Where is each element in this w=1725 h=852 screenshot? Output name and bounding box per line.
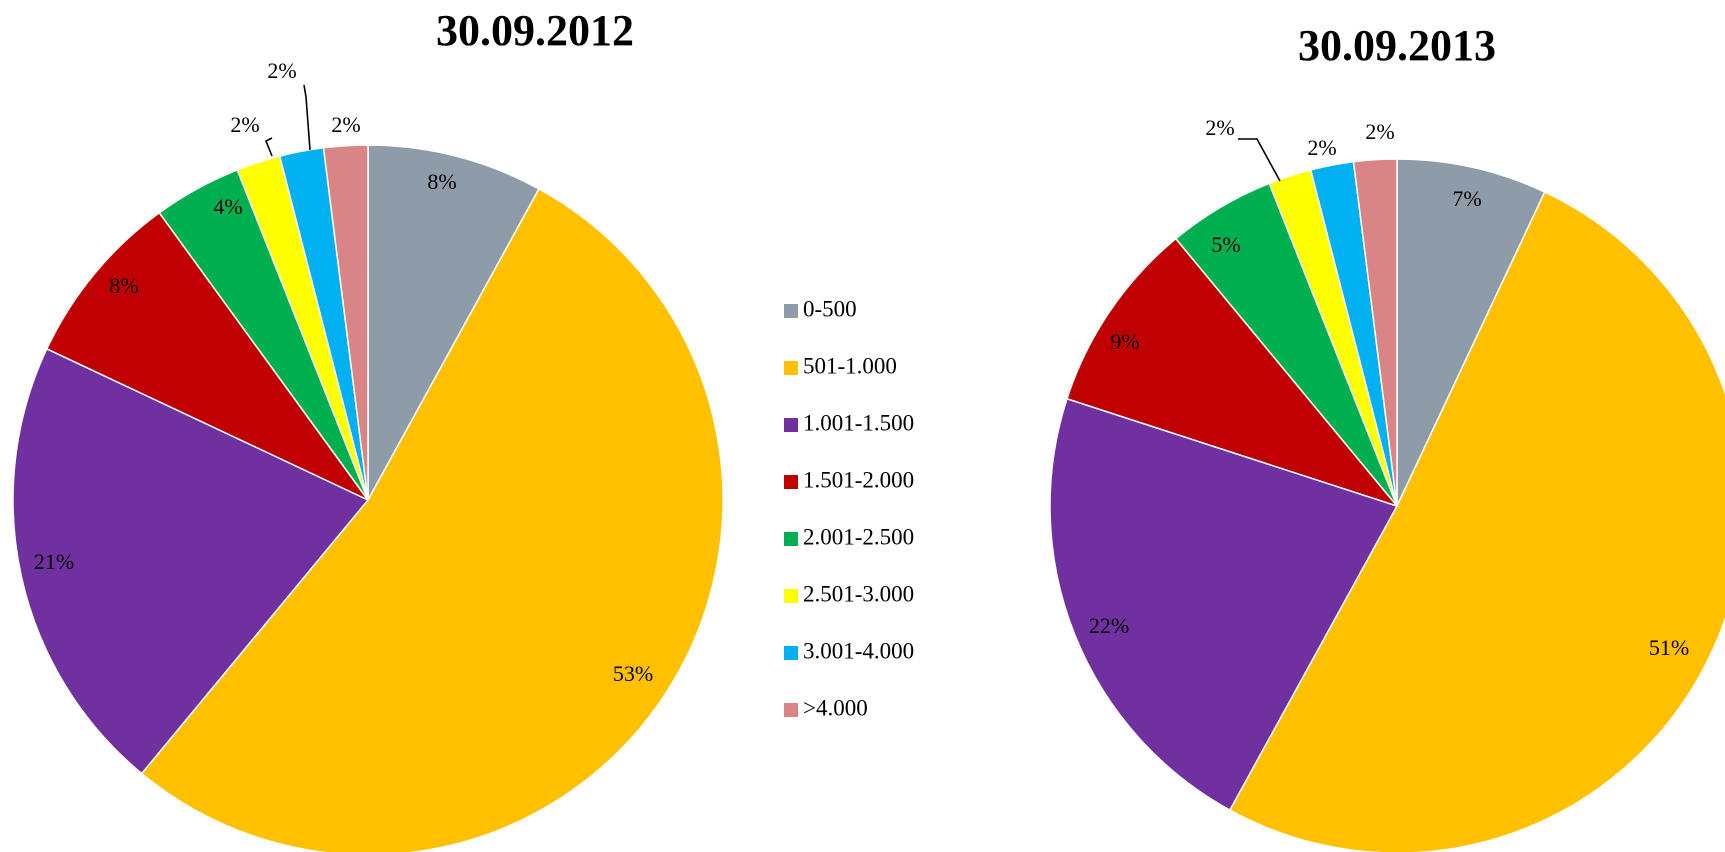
legend-swatch-0-500 <box>784 304 798 318</box>
data-label-2013-2-501-3-000: 2% <box>1205 115 1234 140</box>
slice-2012-0-500 <box>367 144 541 501</box>
data-label-2012-0-500: 8% <box>427 169 456 194</box>
legend-swatch-1-001-1-500 <box>784 418 798 432</box>
legend-label-3-001-4-000: 3.001-4.000 <box>803 638 914 663</box>
slice-2013-1-001-1-500 <box>1049 397 1399 812</box>
slice-2013-1-501-2-000 <box>1066 237 1400 508</box>
slice-2013-501-1-000 <box>1228 191 1725 852</box>
data-label-2012-gt-4-000: 2% <box>331 112 360 137</box>
data-label-2012-1-001-1-500: 21% <box>34 549 74 574</box>
legend-label-1-501-2-000: 1.501-2.000 <box>803 467 914 492</box>
leader-line-2013-2-501-3-000 <box>1238 138 1281 182</box>
legend-swatch-2-001-2-500 <box>784 532 798 546</box>
slice-2012-501-1-000 <box>140 187 724 852</box>
legend-swatch-1-501-2-000 <box>784 475 798 489</box>
legend-swatch-501-1-000 <box>784 361 798 375</box>
slice-2013-0-500 <box>1396 158 1546 507</box>
pie-chart-2013: 30.09.2013 7% 51% 22% 9% 5% 2% 2% 2% <box>1049 21 1725 852</box>
leader-line-2012-3-001-4-000 <box>303 84 311 151</box>
leader-line-2012-2-501-3-000 <box>264 137 273 157</box>
data-label-2012-3-001-4-000: 2% <box>267 58 296 83</box>
chart-title-2012: 30.09.2012 <box>436 6 634 55</box>
data-label-2012-501-1-000: 53% <box>613 661 653 686</box>
data-label-2012-1-501-2-000: 8% <box>109 273 138 298</box>
legend-label-0-500: 0-500 <box>803 296 857 321</box>
data-label-2013-1-501-2-000: 9% <box>1110 329 1139 354</box>
slice-2013-gt-4-000 <box>1352 158 1398 507</box>
data-label-2012-2-001-2-500: 4% <box>213 194 242 219</box>
data-label-2013-0-500: 7% <box>1452 186 1481 211</box>
data-label-2013-2-001-2-500: 5% <box>1211 232 1240 257</box>
legend-label-gt-4-000: >4.000 <box>803 695 868 720</box>
slice-2012-1-501-2-000 <box>45 211 369 501</box>
legend-label-501-1-000: 501-1.000 <box>803 353 897 378</box>
legend-swatch-2-501-3-000 <box>784 589 798 603</box>
legend-label-2-001-2-500: 2.001-2.500 <box>803 524 914 549</box>
legend-swatch-3-001-4-000 <box>784 646 798 660</box>
data-label-2013-gt-4-000: 2% <box>1365 119 1394 144</box>
slice-2012-1-001-1-500 <box>12 347 370 775</box>
data-label-2012-2-501-3-000: 2% <box>230 112 259 137</box>
data-label-2013-3-001-4-000: 2% <box>1307 135 1336 160</box>
slice-2012-gt-4-000 <box>322 144 369 501</box>
chart-title-2013: 30.09.2013 <box>1298 21 1496 70</box>
legend-label-1-001-1-500: 1.001-1.500 <box>803 410 914 435</box>
pie-chart-2012: 30.09.2012 8% 53% 21% 8% 4% 2% 2% 2% <box>12 6 724 852</box>
data-label-2013-501-1-000: 51% <box>1649 635 1689 660</box>
legend-label-2-501-3-000: 2.501-3.000 <box>803 581 914 606</box>
legend: 0-500 501-1.000 1.001-1.500 1.501-2.000 2.00… <box>784 296 914 720</box>
legend-swatch-gt-4-000 <box>784 703 798 717</box>
data-label-2013-1-001-1-500: 22% <box>1089 613 1129 638</box>
